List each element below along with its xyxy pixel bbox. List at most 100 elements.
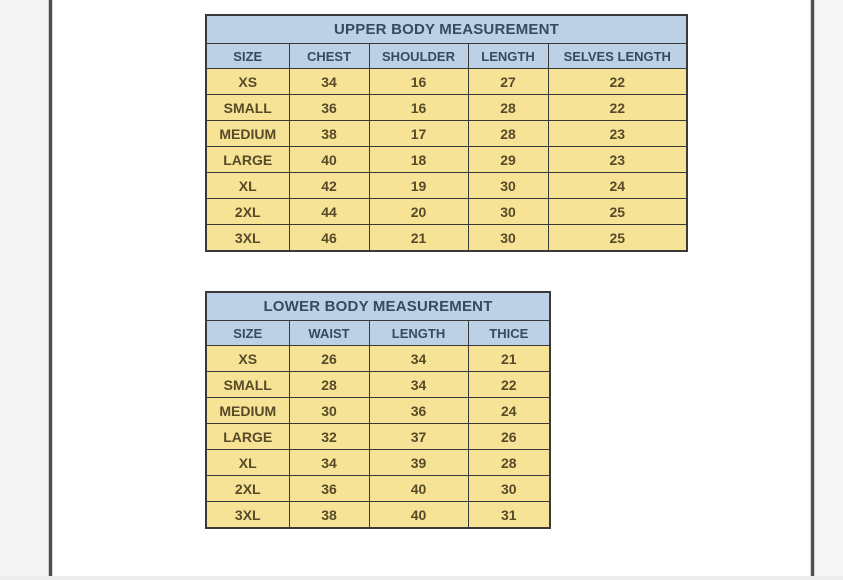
title-row: UPPER BODY MEASUREMENT — [205, 14, 688, 44]
table-row: 3XL 46 21 30 25 — [205, 224, 688, 252]
size-cell: XL — [205, 172, 290, 199]
value-cell: 16 — [368, 68, 469, 95]
value-cell: 34 — [288, 449, 370, 476]
size-cell: 2XL — [205, 198, 290, 225]
value-cell: 22 — [547, 68, 688, 95]
table-row: SMALL 36 16 28 22 — [205, 94, 688, 121]
value-cell: 30 — [467, 172, 549, 199]
value-cell: 42 — [288, 172, 370, 199]
value-cell: 30 — [288, 397, 370, 424]
value-cell: 46 — [288, 224, 370, 252]
value-cell: 28 — [467, 94, 549, 121]
value-cell: 38 — [288, 501, 370, 529]
table-row: LARGE 40 18 29 23 — [205, 146, 688, 173]
size-cell: MEDIUM — [205, 397, 290, 424]
value-cell: 26 — [288, 345, 370, 372]
table-row: LARGE 32 37 26 — [205, 423, 551, 450]
right-page-edge-line — [811, 0, 814, 580]
column-header-selves-length: SELVES LENGTH — [547, 43, 688, 69]
upper-body-measurement-table: UPPER BODY MEASUREMENT SIZE CHEST SHOULDER… — [205, 14, 689, 252]
value-cell: 31 — [467, 501, 551, 529]
left-page-edge-line — [49, 0, 52, 580]
value-cell: 44 — [288, 198, 370, 225]
table-body: XS 34 16 27 22 SMALL 36 16 28 22 MEDIUM 38 17 28 23 LAR… — [205, 68, 688, 252]
value-cell: 40 — [288, 146, 370, 173]
column-header-chest: CHEST — [288, 43, 370, 69]
page-right-margin — [814, 0, 843, 580]
lower-body-measurement-table: LOWER BODY MEASUREMENT SIZE WAIST LENGTH TH… — [205, 291, 552, 529]
size-cell: LARGE — [205, 146, 290, 173]
value-cell: 29 — [467, 146, 549, 173]
value-cell: 23 — [547, 146, 688, 173]
page-left-margin — [0, 0, 49, 580]
table-row: XS 34 16 27 22 — [205, 68, 688, 95]
value-cell: 26 — [467, 423, 551, 450]
value-cell: 39 — [368, 449, 469, 476]
value-cell: 25 — [547, 198, 688, 225]
value-cell: 25 — [547, 224, 688, 252]
table-title: UPPER BODY MEASUREMENT — [205, 14, 688, 44]
size-cell: LARGE — [205, 423, 290, 450]
column-header-size: SIZE — [205, 320, 290, 346]
value-cell: 21 — [368, 224, 469, 252]
value-cell: 36 — [368, 397, 469, 424]
value-cell: 27 — [467, 68, 549, 95]
value-cell: 30 — [467, 224, 549, 252]
value-cell: 24 — [547, 172, 688, 199]
column-header-length: LENGTH — [368, 320, 469, 346]
value-cell: 28 — [288, 371, 370, 398]
bottom-edge-shadow — [0, 576, 843, 580]
value-cell: 19 — [368, 172, 469, 199]
value-cell: 30 — [467, 475, 551, 502]
value-cell: 37 — [368, 423, 469, 450]
column-header-row: SIZE WAIST LENGTH THICE — [205, 320, 551, 346]
size-cell: MEDIUM — [205, 120, 290, 147]
size-cell: 3XL — [205, 501, 290, 529]
table-row: 2XL 36 40 30 — [205, 475, 551, 502]
column-header-waist: WAIST — [288, 320, 370, 346]
value-cell: 22 — [547, 94, 688, 121]
title-row: LOWER BODY MEASUREMENT — [205, 291, 551, 321]
value-cell: 34 — [368, 345, 469, 372]
size-cell: XL — [205, 449, 290, 476]
value-cell: 20 — [368, 198, 469, 225]
value-cell: 17 — [368, 120, 469, 147]
table-row: MEDIUM 38 17 28 23 — [205, 120, 688, 147]
table-title: LOWER BODY MEASUREMENT — [205, 291, 551, 321]
value-cell: 28 — [467, 449, 551, 476]
value-cell: 36 — [288, 94, 370, 121]
column-header-row: SIZE CHEST SHOULDER LENGTH SELVES LENGTH — [205, 43, 688, 69]
table-row: SMALL 28 34 22 — [205, 371, 551, 398]
size-cell: 3XL — [205, 224, 290, 252]
table-row: 3XL 38 40 31 — [205, 501, 551, 529]
value-cell: 24 — [467, 397, 551, 424]
size-cell: SMALL — [205, 94, 290, 121]
column-header-length: LENGTH — [467, 43, 549, 69]
value-cell: 23 — [547, 120, 688, 147]
column-header-size: SIZE — [205, 43, 290, 69]
value-cell: 32 — [288, 423, 370, 450]
column-header-thice: THICE — [467, 320, 551, 346]
value-cell: 21 — [467, 345, 551, 372]
table-row: XS 26 34 21 — [205, 345, 551, 372]
table-row: XL 42 19 30 24 — [205, 172, 688, 199]
value-cell: 16 — [368, 94, 469, 121]
size-cell: SMALL — [205, 371, 290, 398]
table-row: XL 34 39 28 — [205, 449, 551, 476]
size-cell: XS — [205, 68, 290, 95]
value-cell: 40 — [368, 501, 469, 529]
value-cell: 18 — [368, 146, 469, 173]
value-cell: 34 — [368, 371, 469, 398]
column-header-shoulder: SHOULDER — [368, 43, 469, 69]
size-cell: 2XL — [205, 475, 290, 502]
value-cell: 36 — [288, 475, 370, 502]
value-cell: 34 — [288, 68, 370, 95]
value-cell: 28 — [467, 120, 549, 147]
size-cell: XS — [205, 345, 290, 372]
table-row: MEDIUM 30 36 24 — [205, 397, 551, 424]
value-cell: 22 — [467, 371, 551, 398]
table-row: 2XL 44 20 30 25 — [205, 198, 688, 225]
table-body: XS 26 34 21 SMALL 28 34 22 MEDIUM 30 36 24 LARGE 32 37… — [205, 345, 551, 529]
value-cell: 30 — [467, 198, 549, 225]
